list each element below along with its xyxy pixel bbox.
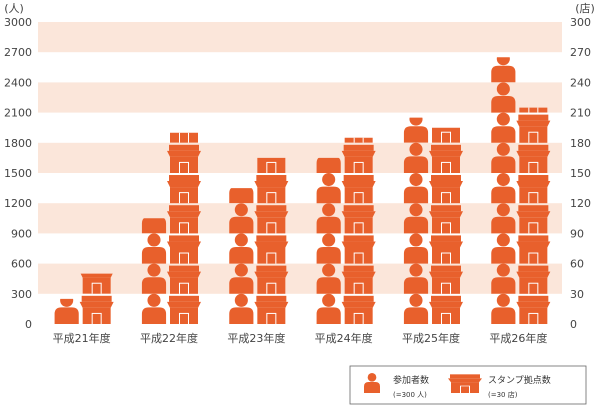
shop-stack <box>341 137 376 324</box>
left-tick-label: 900 <box>11 227 32 240</box>
left-axis-ticks: 0 300 600 900 1200 1500 1800 2100 2400 2700 3000 <box>4 16 32 331</box>
left-tick-label: 2400 <box>4 76 32 89</box>
legend-person-label: 参加者数 <box>393 374 429 386</box>
category-label: 平成25年度 <box>402 331 460 345</box>
category-labels: 平成21年度 平成22年度 平成23年度 平成24年度 平成25年度 平成26年度 <box>53 331 548 345</box>
right-tick-label: 180 <box>570 137 591 150</box>
shop-stack <box>254 157 289 324</box>
left-tick-label: 2100 <box>4 107 32 120</box>
right-tick-label: 240 <box>570 76 591 89</box>
left-axis-unit: (人) <box>4 2 24 15</box>
grid-bands <box>38 22 562 294</box>
left-tick-label: 1800 <box>4 137 32 150</box>
category-label: 平成24年度 <box>315 331 373 345</box>
shop-stack <box>167 132 201 324</box>
person-stack <box>403 117 429 324</box>
legend-shop-sub: (=30 店) <box>488 390 518 399</box>
shop-icon <box>448 374 482 393</box>
person-stack <box>229 188 254 324</box>
shop-stack <box>79 273 114 324</box>
left-tick-label: 600 <box>11 258 32 271</box>
person-icon <box>364 373 380 393</box>
right-tick-label: 210 <box>570 107 591 120</box>
legend-shop-label: スタンプ拠点数 <box>488 374 551 386</box>
right-tick-label: 300 <box>570 16 591 29</box>
left-tick-label: 2700 <box>4 46 32 59</box>
legend-box <box>349 365 587 405</box>
grid-band <box>38 203 562 234</box>
right-tick-label: 90 <box>570 227 584 240</box>
left-tick-label: 1200 <box>4 197 32 210</box>
right-tick-label: 60 <box>570 258 584 271</box>
left-tick-label: 0 <box>25 318 32 331</box>
right-tick-label: 120 <box>570 197 591 210</box>
right-tick-label: 0 <box>570 318 577 331</box>
left-tick-label: 300 <box>11 288 32 301</box>
right-tick-label: 270 <box>570 46 591 59</box>
right-axis-ticks: 0 30 60 90 120 150 180 210 240 270 300 <box>570 16 591 331</box>
grid-band <box>38 263 562 294</box>
grid-band <box>38 22 562 53</box>
category-label: 平成23年度 <box>227 331 285 345</box>
person-stack <box>54 298 79 324</box>
shop-stack <box>516 107 551 324</box>
legend: 参加者数 (=300 人) スタンプ拠点数 (=30 店) <box>349 365 587 405</box>
left-tick-label: 3000 <box>4 16 32 29</box>
category-label: 平成26年度 <box>489 331 547 345</box>
category-label: 平成21年度 <box>53 331 111 345</box>
person-stack <box>491 57 516 324</box>
legend-person-sub: (=300 人) <box>393 391 427 399</box>
right-tick-label: 150 <box>570 167 591 180</box>
person-stack <box>316 157 341 324</box>
shop-stack <box>429 127 463 324</box>
category-label: 平成22年度 <box>140 331 198 345</box>
left-tick-label: 1500 <box>4 167 32 180</box>
bars <box>54 57 551 324</box>
grid-band <box>38 82 562 113</box>
right-axis-unit: (店) <box>575 1 595 15</box>
grid-band <box>38 142 562 173</box>
right-tick-label: 30 <box>570 288 584 301</box>
person-stack <box>141 218 167 324</box>
